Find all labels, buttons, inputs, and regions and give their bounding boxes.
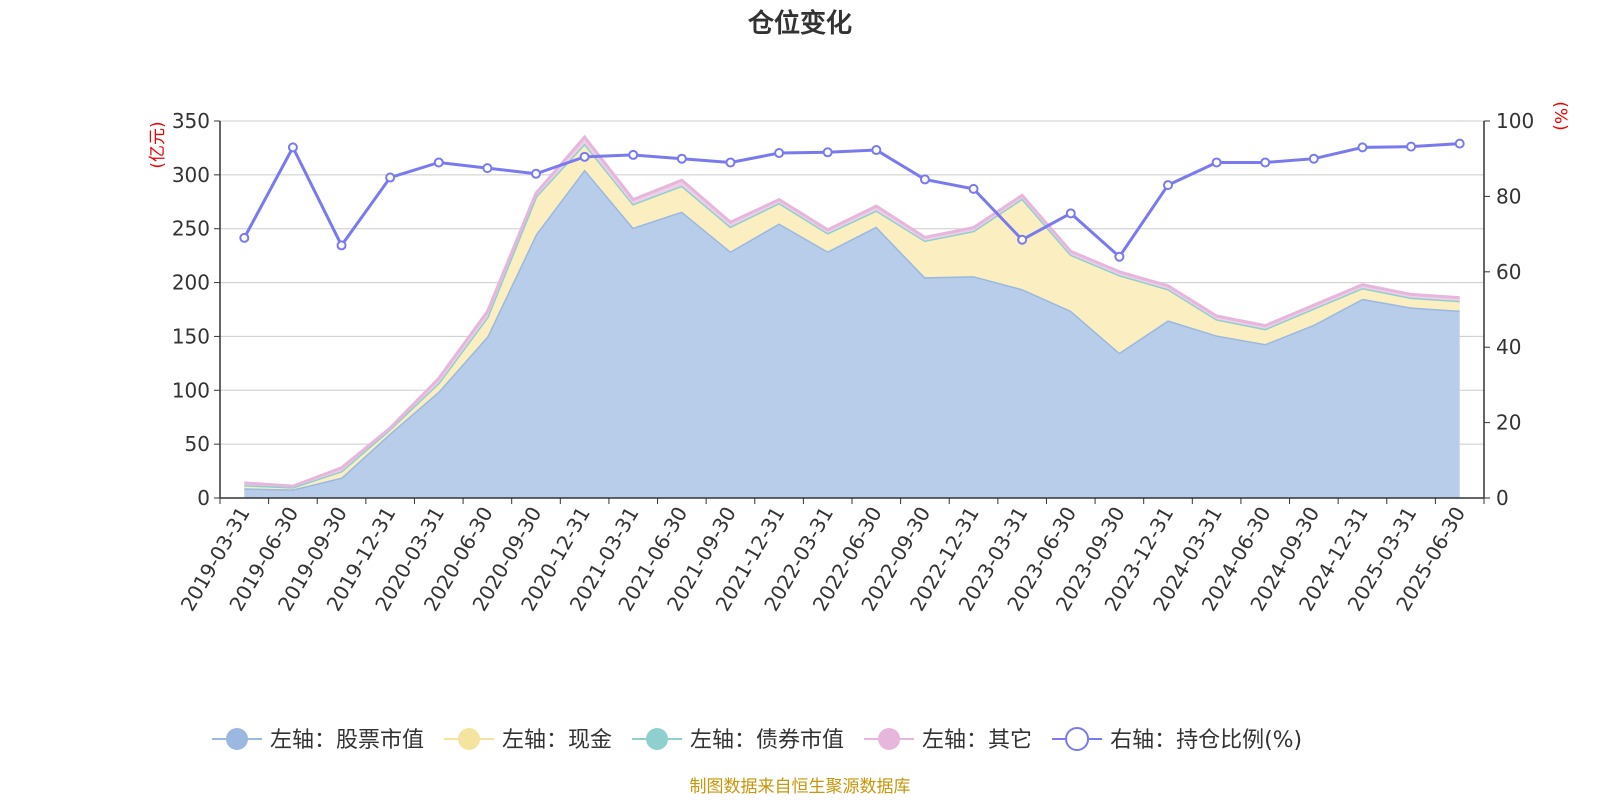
ratio-point xyxy=(579,151,590,162)
ratio-point xyxy=(774,148,785,159)
legend-item-0: 左轴：股票市值 xyxy=(212,728,424,753)
ratio-point xyxy=(919,174,930,185)
left-tick-label: 300 xyxy=(172,163,210,187)
right-tick-label: 0 xyxy=(1496,486,1509,510)
legend-item-4: 右轴：持仓比例(%) xyxy=(1052,727,1302,753)
ratio-point xyxy=(482,163,493,174)
left-tick-label: 100 xyxy=(172,378,210,402)
legend-marker xyxy=(1065,727,1090,751)
right-axis-unit: (%) xyxy=(1550,101,1570,130)
left-axis-unit: (亿元) xyxy=(148,121,168,168)
ratio-point xyxy=(1163,180,1173,191)
ratio-point xyxy=(1017,234,1028,245)
legend-item-2: 左轴：债券市值 xyxy=(632,728,844,753)
right-tick-label: 60 xyxy=(1496,260,1521,284)
ratio-point xyxy=(1114,251,1125,262)
ratio-line xyxy=(242,142,1460,259)
ratio-point xyxy=(1260,157,1271,168)
area-series-1 xyxy=(244,143,1460,490)
legend-label: 左轴：债券市值 xyxy=(690,728,844,753)
area-series-0 xyxy=(244,169,1460,498)
legend-label: 右轴：持仓比例(%) xyxy=(1110,728,1302,753)
stacked-areas xyxy=(244,134,1460,498)
left-tick-label: 150 xyxy=(172,324,210,348)
legend-marker xyxy=(226,728,248,750)
ratio-point xyxy=(968,183,979,194)
legend-label: 左轴：股票市值 xyxy=(270,728,424,753)
ratio-point xyxy=(1406,141,1417,152)
ratio-point xyxy=(871,145,882,156)
chart-title: 仓位变化 xyxy=(747,8,852,39)
left-tick-label: 0 xyxy=(197,486,210,510)
ratio-point xyxy=(822,147,833,158)
ratio-point xyxy=(1357,142,1368,153)
holding-ratio-line xyxy=(239,138,1465,262)
ratio-point xyxy=(725,157,736,168)
ratio-point xyxy=(531,168,541,179)
ratio-point xyxy=(433,157,444,168)
ratio-point xyxy=(385,172,396,183)
area-edge-series-3 xyxy=(244,134,1460,488)
ratio-point xyxy=(1308,153,1319,164)
left-tick-label: 350 xyxy=(172,109,210,133)
ratio-point xyxy=(239,232,250,243)
left-tick-label: 200 xyxy=(172,271,210,295)
legend-marker xyxy=(646,728,669,750)
left-tick-label: 250 xyxy=(172,217,210,241)
source-note: 制图数据来自恒生聚源数据库 xyxy=(690,777,911,797)
ratio-point xyxy=(628,149,639,160)
ratio-point xyxy=(676,153,687,164)
ratio-point xyxy=(336,240,347,251)
legend-marker xyxy=(458,728,481,750)
ratio-point xyxy=(287,142,298,153)
right-tick-label: 20 xyxy=(1496,411,1521,435)
area-edge-series-2 xyxy=(244,141,1460,489)
left-tick-label: 50 xyxy=(185,432,210,456)
ratio-point xyxy=(1454,138,1465,149)
right-tick-label: 80 xyxy=(1496,184,1521,208)
legend-item-3: 左轴：其它 xyxy=(864,728,1032,753)
legend-label: 左轴：其它 xyxy=(922,728,1032,753)
legend: 左轴：股票市值 左轴：现金 左轴：债券市值 左轴：其它 右轴：持仓比例(%) xyxy=(212,727,1302,753)
ratio-point xyxy=(1211,157,1222,168)
right-tick-label: 40 xyxy=(1496,335,1521,359)
right-tick-label: 100 xyxy=(1496,109,1534,133)
legend-marker xyxy=(878,728,901,750)
legend-label: 左轴：现金 xyxy=(502,728,612,753)
ratio-point xyxy=(1065,208,1076,219)
legend-item-1: 左轴：现金 xyxy=(444,728,612,753)
